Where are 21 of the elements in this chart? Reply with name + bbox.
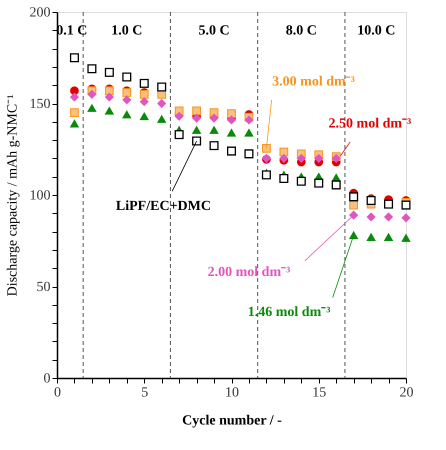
text: LiPF/EC+DMC: [116, 198, 211, 214]
x-tick-label: 5: [141, 386, 148, 400]
x-axis-title: Cycle number / -: [182, 414, 282, 428]
text: 3.00 mol dm⁻³: [272, 74, 355, 90]
y-axis-title: Discharge capacity / mAh g-NMC⁻¹: [6, 94, 20, 296]
y-tick-label: 100: [30, 188, 50, 204]
text: 2.00 mol dm⁻³: [208, 264, 290, 280]
text: 1.46 mol dm⁻³: [248, 305, 330, 320]
y-tick-label: 150: [30, 97, 50, 112]
annotation: 10.0 C: [357, 23, 396, 38]
x-tick-label: 0: [54, 386, 61, 400]
y-tick-label: 200: [30, 6, 50, 20]
annotation: 5.0 C: [198, 23, 230, 38]
annotation: 8.0 C: [286, 23, 317, 38]
annotation: 1.0 C: [111, 23, 142, 38]
y-tick-label: 50: [36, 280, 50, 295]
x-tick-label: 15: [312, 386, 326, 400]
x-tick-label: 20: [400, 386, 414, 400]
series-label: 2.50 mol dm⁻³: [328, 116, 412, 132]
y-tick-label: 0: [44, 372, 50, 386]
x-tick-label: 10: [225, 386, 239, 400]
